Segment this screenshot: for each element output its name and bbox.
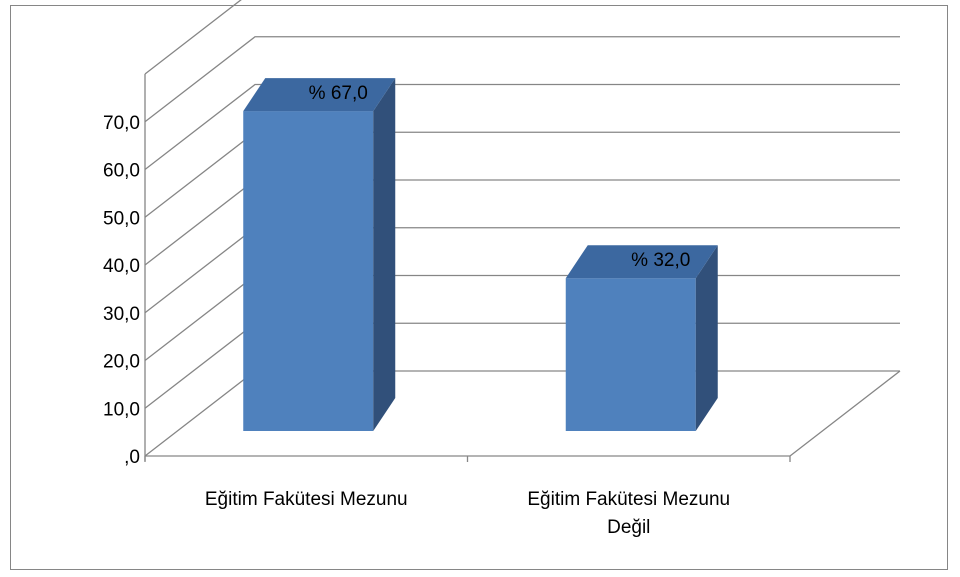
data-label: % 67,0 [309,83,368,104]
bar-front [565,278,696,431]
bar [565,245,718,431]
bar-front [243,111,374,431]
bar [243,78,396,431]
gridline [144,83,900,171]
bar-top [565,245,718,279]
y-tick-label: 30,0 [103,304,140,325]
x-tick-label: Değil [607,517,650,538]
y-tick-label: ,0 [124,447,140,468]
y-tick-label: 20,0 [103,352,140,373]
y-tick-label: 60,0 [103,161,140,182]
y-tick-label: 10,0 [103,399,140,420]
y-tick-label: 50,0 [103,208,140,229]
y-tick-label: 40,0 [103,256,140,277]
bar-top [243,78,396,112]
gridline [144,0,242,75]
bar-side [373,78,396,431]
x-tick-label: Eğitim Fakütesi Mezunu [205,489,408,510]
bar-side [695,245,718,431]
y-tick-label: 70,0 [103,113,140,134]
gridline [144,36,900,123]
x-tick-label: Eğitim Fakütesi Mezunu [527,489,730,510]
data-label: % 32,0 [631,250,690,271]
chart-frame [10,5,948,570]
